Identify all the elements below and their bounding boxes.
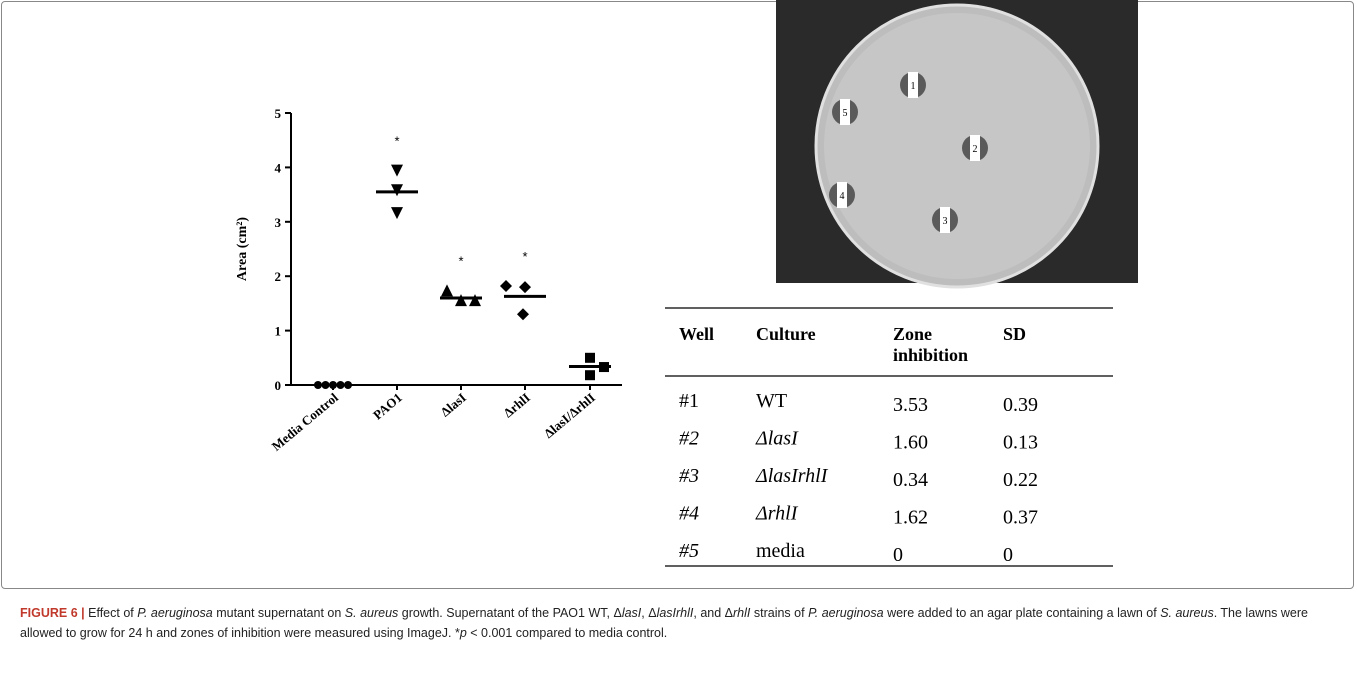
- table-cell: 0.37: [1003, 507, 1038, 529]
- table-cell: ΔlasI: [755, 428, 799, 450]
- point: [517, 308, 529, 320]
- table-cell: 0.39: [1003, 394, 1038, 416]
- caption-segment: P. aeruginosa: [808, 606, 884, 620]
- point: [585, 353, 595, 363]
- table-cell: #2: [679, 428, 699, 450]
- well-label: 2: [973, 144, 978, 155]
- well-label: 1: [911, 81, 916, 92]
- point: [329, 381, 337, 389]
- x-tick-label: ΔlasI: [438, 390, 469, 420]
- table-cell: 0.22: [1003, 469, 1038, 491]
- table-header: Culture: [756, 324, 816, 344]
- caption-segment: Effect of: [88, 606, 137, 620]
- table-cell: WT: [756, 390, 787, 412]
- table-cell: 0.13: [1003, 432, 1038, 454]
- caption-segment: , Δ: [641, 606, 656, 620]
- caption: FIGURE 6 | Effect of P. aeruginosa mutan…: [20, 603, 1340, 643]
- point: [322, 381, 330, 389]
- caption-segment: strains of: [750, 606, 808, 620]
- y-tick-label: 5: [275, 106, 282, 121]
- y-tick-label: 3: [275, 215, 282, 230]
- point: [441, 284, 453, 296]
- caption-label: FIGURE 6 |: [20, 606, 85, 620]
- header-line: inhibition: [893, 345, 968, 365]
- table-cell: ΔrhlI: [755, 503, 799, 525]
- point: [344, 381, 352, 389]
- caption-segment: P. aeruginosa: [137, 606, 213, 620]
- caption-segment: , and Δ: [693, 606, 733, 620]
- x-tick-label: ΔrhlI: [500, 390, 532, 421]
- caption-segment: rhlI: [733, 606, 750, 620]
- point: [469, 294, 481, 306]
- point: [337, 381, 345, 389]
- y-axis-label: Area (cm²): [235, 217, 250, 282]
- point: [500, 280, 512, 292]
- caption-text: Effect of P. aeruginosa mutant supernata…: [20, 606, 1308, 640]
- table-cell: #5: [679, 540, 699, 562]
- point: [314, 381, 322, 389]
- y-tick-label: 0: [275, 378, 282, 393]
- x-tick-label: PAO1: [370, 390, 405, 423]
- point: [391, 207, 403, 219]
- table-cell: 0: [1003, 544, 1013, 566]
- caption-segment: lasI: [622, 606, 641, 620]
- point: [455, 294, 467, 306]
- caption-segment: mutant supernatant on: [213, 606, 345, 620]
- caption-segment: lasIrhlI: [657, 606, 694, 620]
- table-header: Well: [679, 324, 714, 344]
- significance: *: [522, 249, 527, 264]
- table-header: SD: [1003, 324, 1026, 344]
- y-tick-label: 1: [275, 324, 282, 339]
- table-cell: 1.60: [893, 432, 928, 454]
- table-cell: 3.53: [893, 394, 928, 416]
- point: [585, 370, 595, 380]
- caption-segment: p: [460, 626, 467, 640]
- caption-segment: were added to an agar plate containing a…: [884, 606, 1161, 620]
- point: [519, 281, 531, 293]
- x-tick-label: Media Control: [269, 390, 342, 454]
- caption-segment: < 0.001 compared to media control.: [467, 626, 667, 640]
- table-cell: #3: [679, 465, 699, 487]
- page: {"chart_data": {"type": "dot", "ylabel":…: [0, 0, 1357, 683]
- table-cell: 0: [893, 544, 903, 566]
- well-label: 3: [943, 216, 948, 227]
- table-cell: #1: [679, 390, 699, 412]
- table-cell: 0.34: [893, 469, 928, 491]
- point: [391, 184, 403, 196]
- point: [391, 165, 403, 177]
- y-tick-label: 2: [275, 269, 282, 284]
- header-line: Zone: [893, 324, 932, 344]
- caption-segment: growth. Supernatant of the PAO1 WT, Δ: [398, 606, 622, 620]
- well-label: 4: [840, 191, 845, 202]
- table-cell: media: [756, 540, 805, 562]
- table-cell: ΔlasIrhlI: [755, 465, 829, 487]
- y-tick-label: 4: [275, 160, 282, 175]
- agar: [824, 13, 1090, 279]
- x-tick-label: ΔlasI/ΔrhlI: [541, 390, 598, 441]
- significance: *: [394, 134, 399, 149]
- caption-segment: S. aureus: [1160, 606, 1214, 620]
- well-label: 5: [843, 108, 848, 119]
- significance: *: [458, 253, 463, 268]
- table-cell: 1.62: [893, 507, 928, 529]
- table-cell: #4: [679, 503, 699, 525]
- figure: 0 1 2 3 4 5 Area (cm²) Media Control PAO1 * ΔlasI *…: [0, 0, 1357, 600]
- caption-segment: S. aureus: [345, 606, 399, 620]
